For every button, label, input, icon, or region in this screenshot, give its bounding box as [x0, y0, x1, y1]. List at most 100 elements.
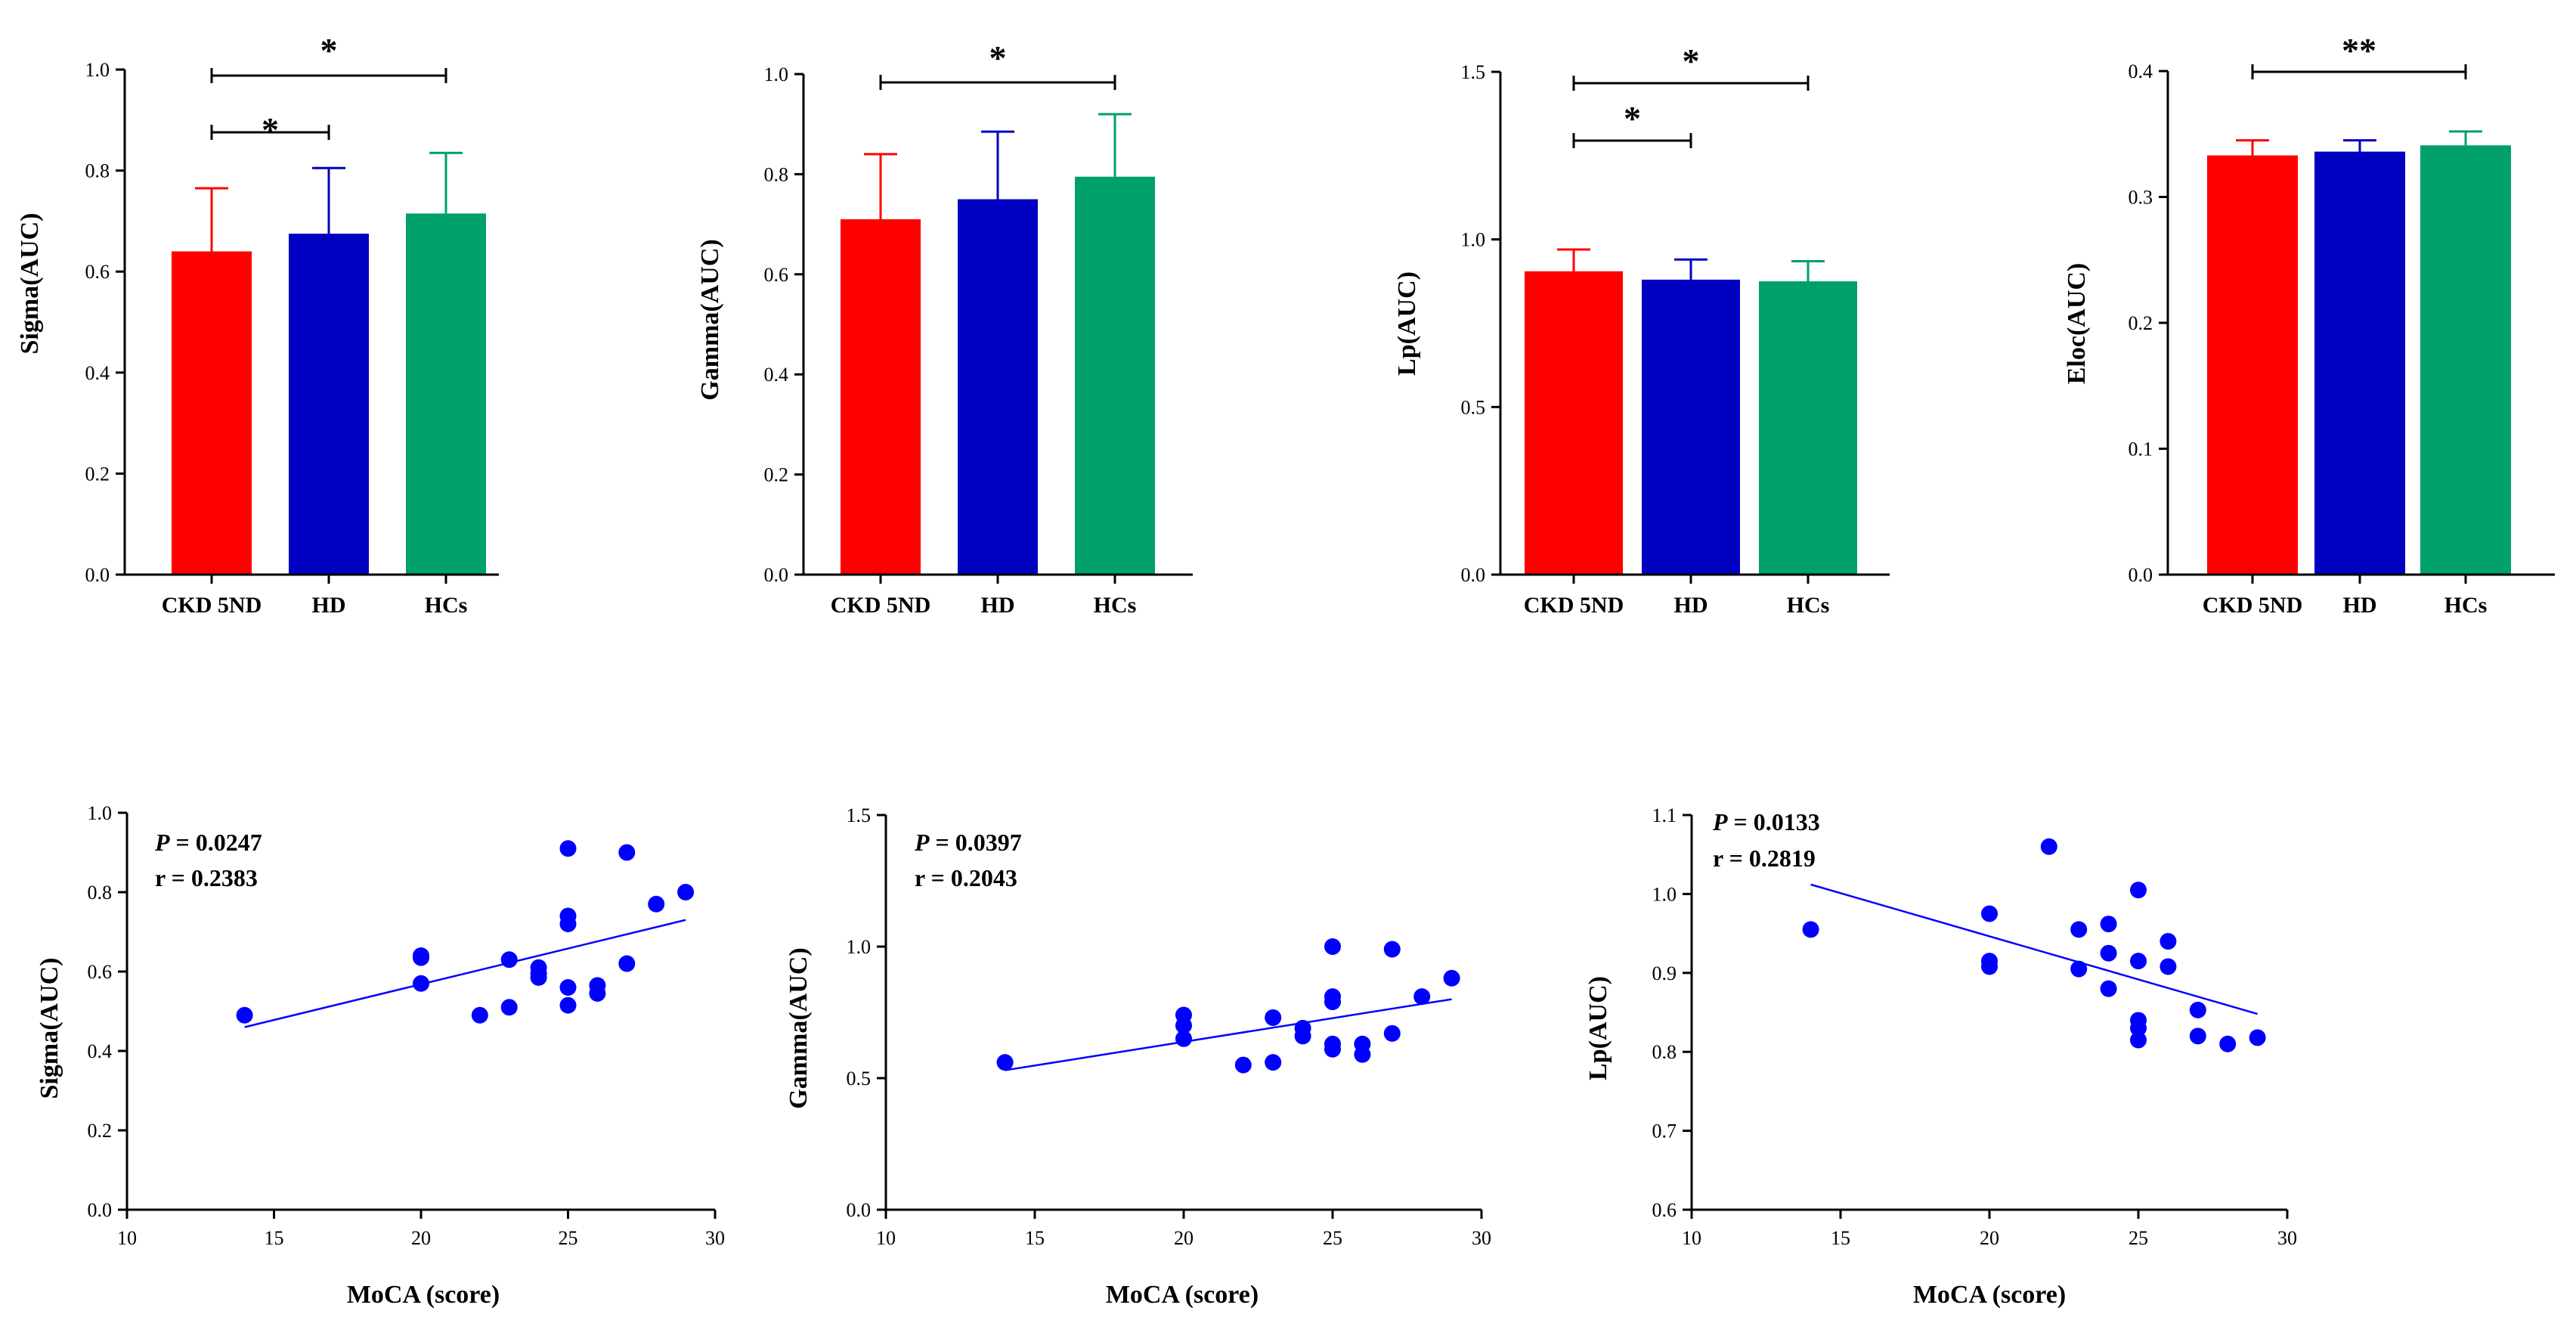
data-point-11 [1324, 993, 1341, 1011]
data-point-19 [1443, 969, 1460, 987]
p-value-text: P = 0.0247 [154, 829, 262, 856]
data-point-12 [559, 916, 577, 932]
x-tick-label-4: 30 [2277, 1227, 2297, 1249]
data-point-10 [2130, 882, 2147, 899]
x-tick-label-2: 20 [411, 1227, 431, 1249]
data-point-11 [2130, 953, 2147, 970]
data-point-13 [559, 979, 577, 996]
data-point-18 [1413, 988, 1431, 1006]
y-axis-label: Eloc(AUC) [2063, 263, 2091, 385]
y-tick-label-4: 0.8 [85, 160, 110, 182]
bar-chart-lp: CKD 5ND HD HCs 0.0 0.5 1.0 1.5 * * Lp(AUC) [1393, 42, 1890, 618]
bar-0 [172, 251, 252, 575]
y-tick-label-1: 0.2 [85, 463, 110, 485]
bar-chart-gamma: CKD 5ND HD HCs 0.0 0.2 0.4 0.6 0.8 1.0 * Gamma(AU… [696, 39, 1193, 618]
category-label-1: HD [312, 593, 346, 618]
data-point-0 [236, 1006, 253, 1024]
data-point-9 [2100, 980, 2117, 997]
bar-2 [2420, 145, 2511, 575]
data-point-5 [1265, 1009, 1282, 1026]
x-tick-label-0: 10 [876, 1227, 896, 1249]
x-tick-label-4: 30 [705, 1227, 725, 1249]
significance-label-1: * [262, 110, 279, 149]
y-tick-label-0: 0.0 [1461, 564, 1486, 586]
data-point-9 [1324, 938, 1341, 955]
data-point-16 [589, 984, 606, 1002]
y-tick-label-3: 1.5 [1461, 61, 1486, 83]
data-point-16 [1383, 941, 1401, 958]
bar-2 [406, 213, 486, 575]
y-tick-label-0: 0.6 [1652, 1199, 1677, 1221]
bar-2 [1759, 281, 1857, 575]
category-label-1: HD [2343, 593, 2377, 618]
y-tick-label-1: 0.7 [1652, 1120, 1677, 1142]
bar-0 [841, 219, 921, 575]
significance-label-0: * [320, 31, 338, 70]
data-point-3 [1175, 1030, 1192, 1047]
y-axis-label: Lp(AUC) [1393, 271, 1421, 376]
regression-line [244, 919, 686, 1028]
y-axis-label: Sigma(AUC) [16, 213, 44, 355]
x-tick-label-3: 25 [559, 1227, 578, 1249]
x-tick-label-3: 25 [1323, 1227, 1342, 1249]
p-value: = 0.0397 [930, 829, 1022, 856]
regression-line [1810, 883, 2258, 1015]
data-point-4 [471, 1006, 488, 1024]
bar-chart-eloc: CKD 5ND HD HCs 0.0 0.1 0.2 0.3 0.4 ** Eloc(AUC) [2063, 31, 2555, 618]
x-tick-label-3: 25 [2129, 1227, 2148, 1249]
data-point-9 [530, 969, 547, 986]
r-value-text: r = 0.2819 [1713, 845, 1816, 872]
y-tick-label-3: 0.6 [764, 264, 789, 286]
data-point-5 [2070, 921, 2088, 938]
bar-2 [1075, 176, 1155, 575]
bar-1 [289, 234, 369, 575]
y-axis-label: Lp(AUC) [1584, 976, 1612, 1080]
bar-chart-sigma: CKD 5ND HD HCs 0.0 0.2 0.4 0.6 0.8 1.0 * * Sigma(A… [16, 31, 499, 618]
data-point-6 [500, 999, 518, 1016]
r-value-text: r = 0.2383 [155, 864, 258, 891]
significance-label-0: * [1683, 42, 1700, 80]
scatter-lp-moca: 0.6 0.7 0.8 0.9 1.0 1.1 10 15 20 25 30 Lp(AUC) MoC… [1584, 804, 2297, 1309]
y-tick-label-0: 0.0 [764, 564, 789, 586]
x-tick-label-1: 15 [1025, 1227, 1045, 1249]
data-point-15 [1354, 1046, 1371, 1063]
y-tick-label-5: 1.0 [764, 64, 789, 85]
y-tick-label-5: 1.0 [85, 59, 110, 81]
data-point-13 [1324, 1040, 1341, 1058]
p-value: = 0.0133 [1728, 808, 1820, 835]
data-point-6 [2070, 960, 2088, 978]
data-point-19 [2219, 1035, 2237, 1052]
data-point-4 [1234, 1056, 1252, 1074]
x-axis-label: MoCA (score) [347, 1281, 500, 1309]
data-point-20 [677, 884, 695, 900]
r-value-text: r = 0.2043 [915, 864, 1017, 891]
data-point-13 [2130, 1019, 2147, 1037]
data-point-17 [2189, 1001, 2206, 1018]
data-point-17 [1383, 1024, 1401, 1042]
p-value-text: P = 0.0397 [914, 829, 1022, 856]
y-tick-label-3: 1.5 [847, 804, 872, 826]
significance-label-0: * [989, 39, 1007, 77]
x-tick-label-2: 20 [1174, 1227, 1194, 1249]
y-tick-label-1: 0.1 [2129, 439, 2153, 460]
category-label-0: CKD 5ND [162, 593, 262, 618]
y-tick-label-0: 0.0 [2129, 564, 2153, 586]
y-tick-label-0: 0.0 [85, 564, 110, 586]
category-label-1: HD [981, 593, 1015, 618]
data-point-2 [1175, 1017, 1192, 1034]
x-axis-label: MoCA (score) [1106, 1281, 1259, 1309]
y-axis-label: Gamma(AUC) [696, 239, 724, 400]
y-tick-label-4: 0.8 [88, 882, 113, 904]
data-point-4 [2040, 838, 2057, 855]
y-tick-label-3: 0.3 [2129, 187, 2153, 209]
data-point-19 [648, 895, 665, 913]
data-point-3 [413, 975, 429, 992]
scatter-sigma-moca: 0.00.20.40.60.81.010 15 20 25 30 Sigma(AUC) … [36, 802, 725, 1309]
x-tick-label-0: 10 [1682, 1227, 1701, 1249]
bar-1 [1642, 279, 1740, 575]
p-value-text: P = 0.0133 [1712, 808, 1820, 835]
y-tick-label-5: 1.0 [88, 802, 113, 824]
p-label: P [1712, 808, 1728, 835]
y-tick-label-2: 0.2 [2129, 312, 2153, 334]
category-label-2: HCs [2444, 593, 2488, 618]
